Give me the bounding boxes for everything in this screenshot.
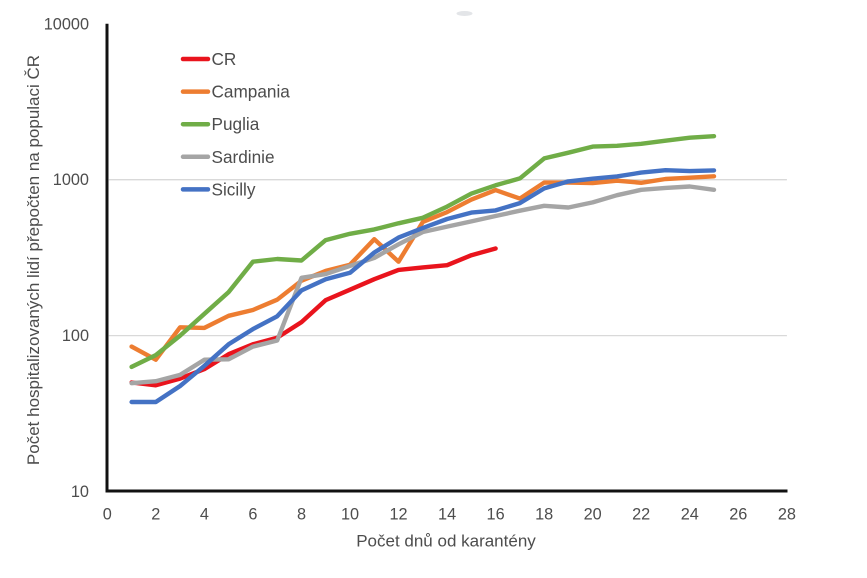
svg-text:Puglia: Puglia <box>212 114 260 134</box>
svg-text:14: 14 <box>438 506 456 524</box>
svg-text:20: 20 <box>584 506 602 524</box>
svg-text:10: 10 <box>71 483 89 501</box>
svg-text:16: 16 <box>487 506 505 524</box>
svg-text:100: 100 <box>62 327 89 345</box>
svg-text:10000: 10000 <box>44 15 89 33</box>
svg-text:CR: CR <box>212 49 237 69</box>
svg-text:6: 6 <box>248 506 257 524</box>
svg-text:1000: 1000 <box>53 171 89 189</box>
svg-text:28: 28 <box>778 506 796 524</box>
svg-text:18: 18 <box>535 506 553 524</box>
svg-text:Sicilly: Sicilly <box>212 179 256 199</box>
svg-text:4: 4 <box>200 506 209 524</box>
svg-text:10: 10 <box>341 506 359 524</box>
svg-text:24: 24 <box>681 506 699 524</box>
svg-text:26: 26 <box>729 506 747 524</box>
svg-text:Počet hospitalizovaných lidí p: Počet hospitalizovaných lidí přepočten n… <box>24 55 43 465</box>
svg-text:Počet dnů od karantény: Počet dnů od karantény <box>356 532 536 551</box>
svg-text:Campania: Campania <box>212 82 291 102</box>
svg-text:0: 0 <box>103 506 112 524</box>
svg-text:Sardinie: Sardinie <box>212 147 275 167</box>
svg-text:2: 2 <box>151 506 160 524</box>
svg-text:22: 22 <box>632 506 650 524</box>
svg-text:8: 8 <box>297 506 306 524</box>
svg-text:12: 12 <box>389 506 407 524</box>
